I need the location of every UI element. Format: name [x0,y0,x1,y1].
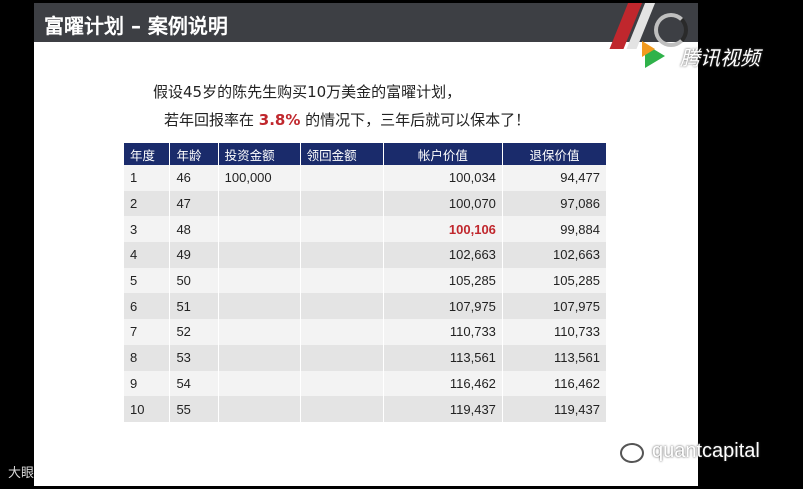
cell-investment [218,396,301,422]
cell-age: 52 [169,319,219,345]
cell-year: 7 [124,319,171,345]
quantcapital-watermark: quantcapital [618,440,798,466]
cell-account-value: 102,663 [383,242,503,268]
cell-surrender-value: 94,477 [502,165,608,191]
table-row: 10 55 119,437 119,437 [124,396,608,422]
cell-investment [218,344,301,371]
header-surrender-value: 退保价值 [502,143,608,165]
cell-age: 51 [169,293,219,320]
cell-age: 50 [169,267,219,294]
table-row: 3 48 100,106 99,884 [124,216,608,243]
quantcapital-watermark-text: quantcapital [652,440,760,462]
intro-line-1: 假设45岁的陈先生购买10万美金的富曜计划， [153,83,462,101]
cell-year: 2 [124,190,171,217]
cell-account-value: 100,034 [383,165,503,191]
slide-title: 富曜计划 – 案例说明 [44,14,228,38]
cell-withdrawal [300,293,384,320]
cell-investment [218,267,301,294]
plan-table: 年度 年龄 投资金额 领回金额 帐户价值 退保价值 1 46 100,000 100,… [124,143,608,422]
cell-account-value: 100,106 [383,216,503,243]
cell-age: 54 [169,370,219,397]
cell-year: 9 [124,370,171,397]
cell-year: 6 [124,293,171,320]
cell-surrender-value: 119,437 [502,396,608,422]
cell-account-value: 113,561 [383,344,503,371]
cell-investment [218,293,301,320]
wechat-icon [620,443,644,463]
cell-account-value: 119,437 [383,396,503,422]
tencent-watermark-text: 腾讯视频 [680,46,760,70]
cell-age: 49 [169,242,219,268]
cell-investment [218,190,301,217]
cell-age: 47 [169,190,219,217]
cell-year: 8 [124,344,171,371]
intro-line-2: 若年回报率在 3.8% 的情况下，三年后就可以保本了！ [164,109,698,130]
table-row: 7 52 110,733 110,733 [124,319,608,345]
cell-year: 1 [124,165,171,191]
cell-age: 53 [169,344,219,371]
cell-investment: 100,000 [218,165,301,191]
cell-surrender-value: 102,663 [502,242,608,268]
cell-withdrawal [300,267,384,294]
table-row: 5 50 105,285 105,285 [124,267,608,294]
tencent-play-accent-icon [642,41,655,57]
cell-year: 5 [124,267,171,294]
return-rate: 3.8% [258,111,301,129]
left-corner-watermark: 大眼踏境 [8,466,61,481]
cell-account-value: 116,462 [383,370,503,397]
cell-investment [218,370,301,397]
cell-withdrawal [300,319,384,345]
header-age: 年龄 [169,143,219,165]
cell-investment [218,242,301,268]
table-row: 4 49 102,663 102,663 [124,242,608,268]
cell-withdrawal [300,242,384,268]
cell-withdrawal [300,370,384,397]
cell-account-value: 105,285 [383,267,503,294]
ring-logo-icon [654,13,688,47]
title-banner: 富曜计划 – 案例说明 [34,3,698,49]
header-account-value: 帐户价值 [383,143,503,165]
table-row: 9 54 116,462 116,462 [124,370,608,397]
table-row: 8 53 113,561 113,561 [124,344,608,371]
cell-withdrawal [300,344,384,371]
cell-age: 55 [169,396,219,422]
header-year: 年度 [124,143,171,165]
cell-surrender-value: 113,561 [502,344,608,371]
cell-account-value: 100,070 [383,190,503,217]
cell-year: 3 [124,216,171,243]
cell-surrender-value: 116,462 [502,370,608,397]
cell-surrender-value: 97,086 [502,190,608,217]
cell-withdrawal [300,190,384,217]
cell-age: 48 [169,216,219,243]
table-body: 1 46 100,000 100,034 94,477 2 47 100,070 97,086 3… [124,165,608,422]
cell-account-value: 110,733 [383,319,503,345]
tencent-video-watermark: 腾讯视频 [640,40,800,74]
intro-line-2-post: 的情况下，三年后就可以保本了！ [300,111,531,129]
cell-surrender-value: 110,733 [502,319,608,345]
cell-withdrawal [300,165,384,191]
cell-surrender-value: 99,884 [502,216,608,243]
cell-investment [218,216,301,243]
table-row: 6 51 107,975 107,975 [124,293,608,320]
cell-account-value: 107,975 [383,293,503,320]
presentation-slide: 富曜计划 – 案例说明 假设45岁的陈先生购买10万美金的富曜计划， 若年回报率… [34,3,698,486]
header-withdrawal: 领回金额 [300,143,384,165]
table-row: 2 47 100,070 97,086 [124,190,608,217]
header-investment: 投资金额 [218,143,301,165]
cell-surrender-value: 107,975 [502,293,608,320]
table-header-row: 年度 年龄 投资金额 领回金额 帐户价值 退保价值 [124,143,608,165]
cell-withdrawal [300,216,384,243]
cell-investment [218,319,301,345]
cell-surrender-value: 105,285 [502,267,608,294]
table-row: 1 46 100,000 100,034 94,477 [124,165,608,191]
cell-withdrawal [300,396,384,422]
cell-year: 10 [124,396,171,422]
cell-age: 46 [169,165,219,191]
cell-year: 4 [124,242,171,268]
intro-line-2-pre: 若年回报率在 [164,111,259,129]
